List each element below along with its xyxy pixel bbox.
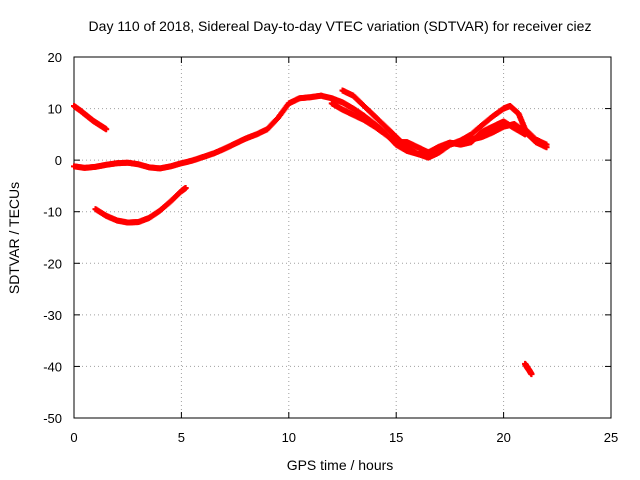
series-early-descending: [71, 102, 110, 133]
data-point: [528, 371, 535, 378]
y-tick-label: -20: [43, 256, 62, 271]
y-tick-label: 0: [55, 153, 62, 168]
y-tick-label: -10: [43, 205, 62, 220]
x-axis-label: GPS time / hours: [287, 457, 394, 473]
data-points: [71, 87, 550, 378]
axis-ticks: 0 5 10 15 20 25 -50 -40 -30 -20 -10 0 10 20: [43, 50, 618, 445]
y-tick-label: -50: [43, 411, 62, 426]
data-point: [182, 184, 189, 191]
x-tick-label: 25: [604, 430, 618, 445]
data-point: [103, 126, 110, 133]
series-outlier: [522, 360, 535, 378]
x-tick-label: 10: [282, 430, 296, 445]
series-branch-b: [328, 100, 529, 156]
y-axis-label: SDTVAR / TECUs: [6, 182, 22, 294]
plot-frame: [73, 56, 612, 419]
x-tick-label: 0: [70, 430, 77, 445]
y-tick-label: -30: [43, 308, 62, 323]
data-point: [543, 141, 550, 148]
data-point: [522, 131, 529, 138]
y-tick-label: 10: [48, 102, 62, 117]
x-tick-label: 15: [389, 430, 403, 445]
y-tick-label: -40: [43, 359, 62, 374]
x-tick-label: 20: [496, 430, 510, 445]
series-low-arc: [92, 184, 189, 226]
y-tick-label: 20: [48, 50, 62, 65]
series-main-arc: [71, 92, 550, 172]
x-tick-label: 5: [178, 430, 185, 445]
chart-title: Day 110 of 2018, Sidereal Day-to-day VTE…: [89, 18, 592, 34]
